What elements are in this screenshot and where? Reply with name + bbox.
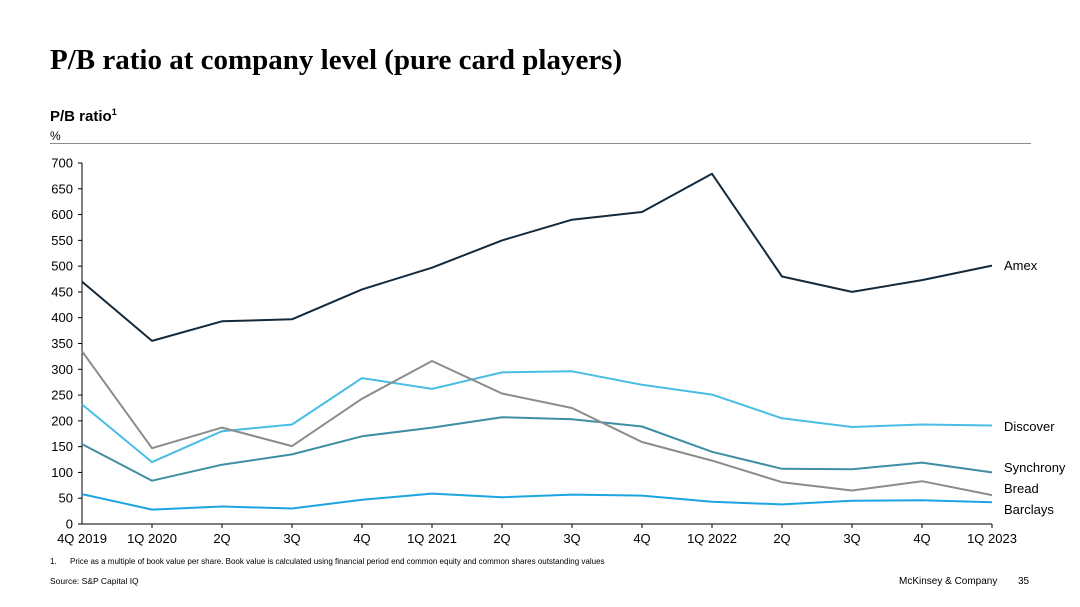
- y-tick-label: 450: [51, 284, 73, 299]
- series-label-synchrony: Synchrony: [1004, 460, 1066, 475]
- y-tick-label: 100: [51, 465, 73, 480]
- page-number: 35: [1018, 576, 1030, 587]
- y-tick-label: 250: [51, 388, 73, 403]
- y-tick-label: 50: [59, 491, 73, 506]
- footnote-number: 1.: [50, 557, 57, 566]
- x-tick-label: 2Q: [213, 531, 230, 546]
- x-tick-label: 2Q: [493, 531, 510, 546]
- y-tick-label: 350: [51, 336, 73, 351]
- footnote: 1. Price as a multiple of book value per …: [50, 557, 605, 566]
- y-tick-label: 200: [51, 413, 73, 428]
- y-tick-label: 700: [51, 156, 73, 171]
- y-tick-label: 0: [66, 517, 73, 532]
- series-line-bread: [81, 350, 993, 497]
- x-tick-label: 1Q 2022: [687, 531, 737, 546]
- y-tick-label: 400: [51, 310, 73, 325]
- footnote-text: Price as a multiple of book value per sh…: [70, 557, 605, 566]
- source-note: Source: S&P Capital IQ: [50, 576, 139, 586]
- y-tick-label: 650: [51, 181, 73, 196]
- series-line-amex: [81, 172, 993, 342]
- x-tick-label: 4Q: [353, 531, 370, 546]
- x-tick-label: 4Q: [913, 531, 930, 546]
- series-line-synchrony: [81, 416, 993, 482]
- x-tick-label: 2Q: [773, 531, 790, 546]
- header-divider: [50, 143, 1031, 144]
- y-tick-label: 500: [51, 259, 73, 274]
- y-tick-label: 550: [51, 233, 73, 248]
- x-tick-label: 1Q 2023: [967, 531, 1017, 546]
- x-tick-label: 1Q 2021: [407, 531, 457, 546]
- series-label-barclays: Barclays: [1004, 502, 1054, 517]
- series-label-amex: Amex: [1004, 258, 1038, 273]
- x-tick-label: 1Q 2020: [127, 531, 177, 546]
- series-line-barclays: [81, 492, 993, 511]
- brand-name: McKinsey & Company: [899, 576, 998, 587]
- footnote-marker: 1: [111, 107, 117, 117]
- series-line-discover: [81, 370, 993, 464]
- series-label-bread: Bread: [1004, 481, 1039, 496]
- x-tick-label: 3Q: [563, 531, 580, 546]
- series-label-discover: Discover: [1004, 419, 1055, 434]
- x-tick-label: 3Q: [843, 531, 860, 546]
- y-tick-label: 150: [51, 439, 73, 454]
- page-title: P/B ratio at company level (pure card pl…: [50, 44, 623, 76]
- x-tick-label: 4Q: [633, 531, 650, 546]
- x-tick-label: 3Q: [283, 531, 300, 546]
- y-tick-label: 300: [51, 362, 73, 377]
- x-tick-label: 4Q 2019: [57, 531, 107, 546]
- chart-heading: P/B ratio1: [50, 107, 117, 126]
- chart-heading-text: P/B ratio: [50, 108, 112, 125]
- unit-label: %: [50, 129, 61, 143]
- y-tick-label: 600: [51, 207, 73, 222]
